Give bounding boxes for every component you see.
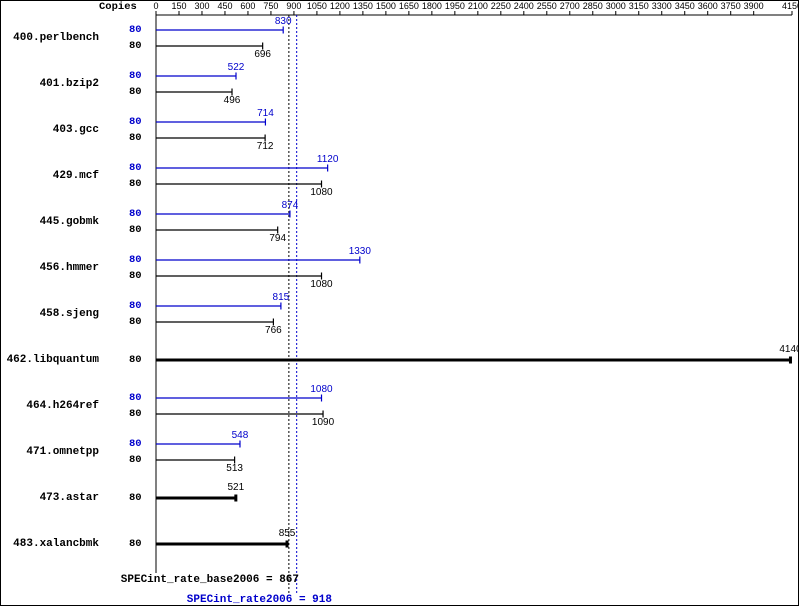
copies-value-peak: 80 — [129, 438, 142, 450]
axis-tick: 3450 — [675, 1, 695, 11]
benchmark-label: 471.omnetpp — [26, 446, 99, 458]
copies-value-base: 80 — [129, 132, 142, 144]
axis-tick: 450 — [217, 1, 232, 11]
axis-tick: 2550 — [537, 1, 557, 11]
benchmark-label: 400.perlbench — [13, 32, 99, 44]
summary-base: SPECint_rate_base2006 = 867 — [121, 574, 299, 586]
benchmark-label: 483.xalancbmk — [13, 538, 99, 550]
benchmark-label: 458.sjeng — [40, 308, 99, 320]
copies-value-peak: 80 — [129, 208, 142, 220]
copies-value-base: 80 — [129, 40, 142, 52]
benchmark-label: 429.mcf — [53, 170, 99, 182]
bar-value: 855 — [279, 528, 296, 539]
copies-value-peak: 80 — [129, 254, 142, 266]
bar-value-base: 766 — [265, 325, 282, 336]
bar-value-peak: 815 — [273, 292, 290, 303]
copies-value-base: 80 — [129, 408, 142, 420]
axis-tick: 1350 — [353, 1, 373, 11]
axis-tick: 4150 — [782, 1, 799, 11]
axis-tick: 900 — [286, 1, 301, 11]
axis-tick: 1200 — [330, 1, 350, 11]
benchmark-label: 462.libquantum — [7, 354, 99, 366]
bar-value-peak: 522 — [228, 62, 245, 73]
benchmark-label: 403.gcc — [53, 124, 99, 136]
copies-value-peak: 80 — [129, 24, 142, 36]
axis-tick: 2850 — [583, 1, 603, 11]
benchmark-label: 473.astar — [40, 492, 99, 504]
axis-tick: 3600 — [698, 1, 718, 11]
copies-value-base: 80 — [129, 316, 142, 328]
bar-value-base: 513 — [226, 463, 243, 474]
axis-tick: 3000 — [606, 1, 626, 11]
benchmark-label: 401.bzip2 — [40, 78, 99, 90]
copies-header: Copies — [99, 1, 137, 13]
bar-value-base: 696 — [254, 49, 271, 60]
copies-value: 80 — [129, 354, 142, 366]
bar-value-peak: 1120 — [317, 154, 339, 165]
benchmark-label: 456.hmmer — [40, 262, 99, 274]
axis-tick: 2250 — [491, 1, 511, 11]
axis-tick: 3900 — [744, 1, 764, 11]
bar-value-peak: 714 — [257, 108, 274, 119]
bar-value-peak: 874 — [282, 200, 299, 211]
bar-value-base: 1080 — [310, 279, 332, 290]
axis-tick: 2100 — [468, 1, 488, 11]
bar-value-base: 794 — [269, 233, 286, 244]
bar-value-base: 496 — [224, 95, 241, 106]
axis-tick: 1950 — [445, 1, 465, 11]
bar-value-base: 712 — [257, 141, 274, 152]
copies-value-base: 80 — [129, 224, 142, 236]
copies-value-base: 80 — [129, 86, 142, 98]
copies-value-peak: 80 — [129, 70, 142, 82]
axis-tick: 1800 — [422, 1, 442, 11]
summary-peak: SPECint_rate2006 = 918 — [187, 594, 332, 606]
bar-value-base: 1080 — [310, 187, 332, 198]
copies-value: 80 — [129, 538, 142, 550]
copies-value-peak: 80 — [129, 300, 142, 312]
axis-tick: 2400 — [514, 1, 534, 11]
axis-tick: 150 — [171, 1, 186, 11]
axis-tick: 1650 — [399, 1, 419, 11]
axis-tick: 750 — [263, 1, 278, 11]
axis-tick: 3150 — [629, 1, 649, 11]
chart-svg — [1, 1, 799, 607]
axis-tick: 0 — [153, 1, 158, 11]
copies-value-peak: 80 — [129, 392, 142, 404]
bar-value-peak: 1330 — [349, 246, 371, 257]
copies-value-base: 80 — [129, 270, 142, 282]
spec-rate-chart: 0150300450600750900105012001350150016501… — [0, 0, 799, 606]
bar-value-peak: 1080 — [310, 384, 332, 395]
axis-tick: 2700 — [560, 1, 580, 11]
benchmark-label: 464.h264ref — [26, 400, 99, 412]
copies-value-base: 80 — [129, 454, 142, 466]
axis-tick: 3750 — [721, 1, 741, 11]
bar-value-base: 1090 — [312, 417, 334, 428]
axis-tick: 600 — [240, 1, 255, 11]
bar-value: 521 — [228, 482, 245, 493]
axis-tick: 1500 — [376, 1, 396, 11]
copies-value-peak: 80 — [129, 116, 142, 128]
axis-tick: 1050 — [307, 1, 327, 11]
copies-value-base: 80 — [129, 178, 142, 190]
bar-value-peak: 830 — [275, 16, 292, 27]
benchmark-label: 445.gobmk — [40, 216, 99, 228]
copies-value-peak: 80 — [129, 162, 142, 174]
axis-tick: 300 — [194, 1, 209, 11]
copies-value: 80 — [129, 492, 142, 504]
bar-value-peak: 548 — [232, 430, 249, 441]
bar-value: 4140 — [779, 344, 799, 355]
axis-tick: 3300 — [652, 1, 672, 11]
